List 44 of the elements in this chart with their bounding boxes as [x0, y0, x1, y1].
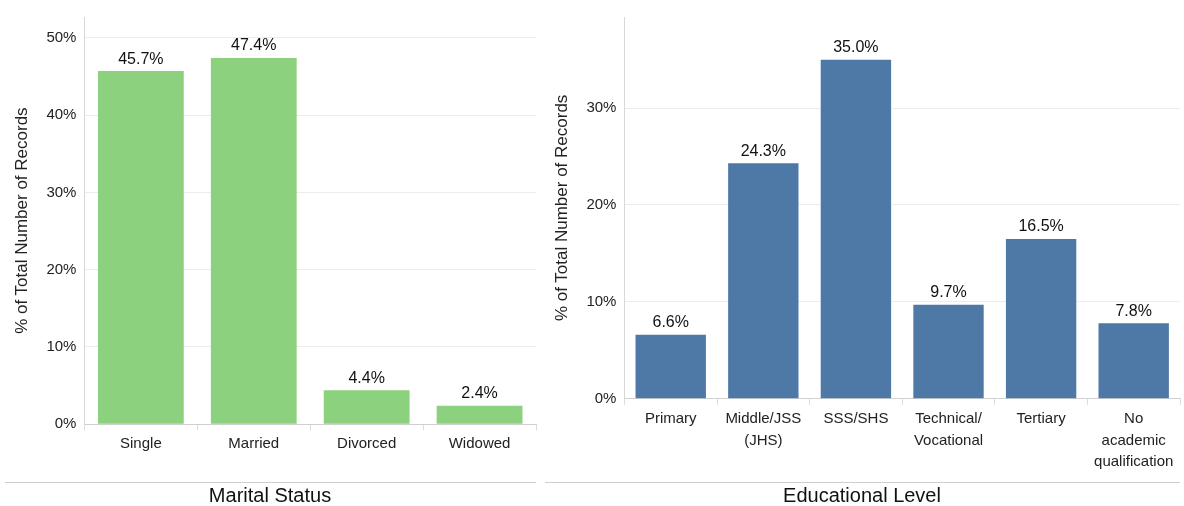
data-label: 24.3% — [740, 141, 786, 159]
data-label: 2.4% — [461, 384, 498, 402]
data-label: 35.0% — [833, 38, 879, 56]
x-tick-label: SSS/SHS — [823, 408, 889, 426]
x-tick-label: Tertiary — [1016, 408, 1067, 426]
x-tick-label: Technical/Vocational — [913, 408, 984, 448]
x-axis-title: Marital Status — [207, 484, 333, 506]
y-tick-label: 0% — [594, 388, 617, 406]
y-axis-title: % of Total Number of Records — [551, 94, 571, 322]
x-axis-title: Educational Level — [782, 484, 942, 506]
bar — [97, 71, 184, 424]
y-tick-label: 30% — [586, 98, 617, 116]
bar — [728, 163, 799, 399]
y-tick-label: 50% — [46, 28, 77, 46]
data-label: 47.4% — [231, 36, 277, 54]
x-tick-label: Primary — [644, 408, 698, 426]
data-label: 9.7% — [930, 283, 967, 301]
bar — [1005, 238, 1077, 399]
data-label: 6.6% — [652, 313, 689, 331]
y-tick-label: 10% — [586, 292, 617, 309]
y-axis-title: % of Total Number of Records — [11, 107, 31, 334]
bar — [913, 304, 984, 399]
x-tick-label: Single — [120, 434, 162, 452]
data-label: 4.4% — [348, 368, 385, 386]
data-label: 7.8% — [1115, 301, 1152, 319]
y-tick-label: 10% — [46, 337, 77, 355]
y-tick-label: 40% — [46, 105, 77, 123]
data-label: 16.5% — [1018, 217, 1064, 235]
bar — [1098, 323, 1169, 399]
bar — [436, 405, 523, 424]
y-tick-label: 0% — [54, 414, 77, 432]
bar — [820, 59, 892, 399]
bar — [323, 390, 410, 424]
data-label: 45.7% — [118, 49, 164, 67]
x-tick-label: Married — [228, 434, 280, 452]
bar — [635, 334, 706, 399]
x-tick-label: Divorced — [337, 434, 397, 452]
y-tick-label: 20% — [46, 259, 77, 277]
bar — [210, 57, 297, 424]
x-tick-label: Widowed — [448, 434, 511, 452]
y-tick-label: 30% — [46, 182, 77, 200]
x-tick-label: No academic qualification — [1094, 408, 1174, 470]
y-tick-label: 20% — [586, 195, 617, 213]
x-tick-label: Middle/JSS (JHS) — [725, 408, 802, 448]
